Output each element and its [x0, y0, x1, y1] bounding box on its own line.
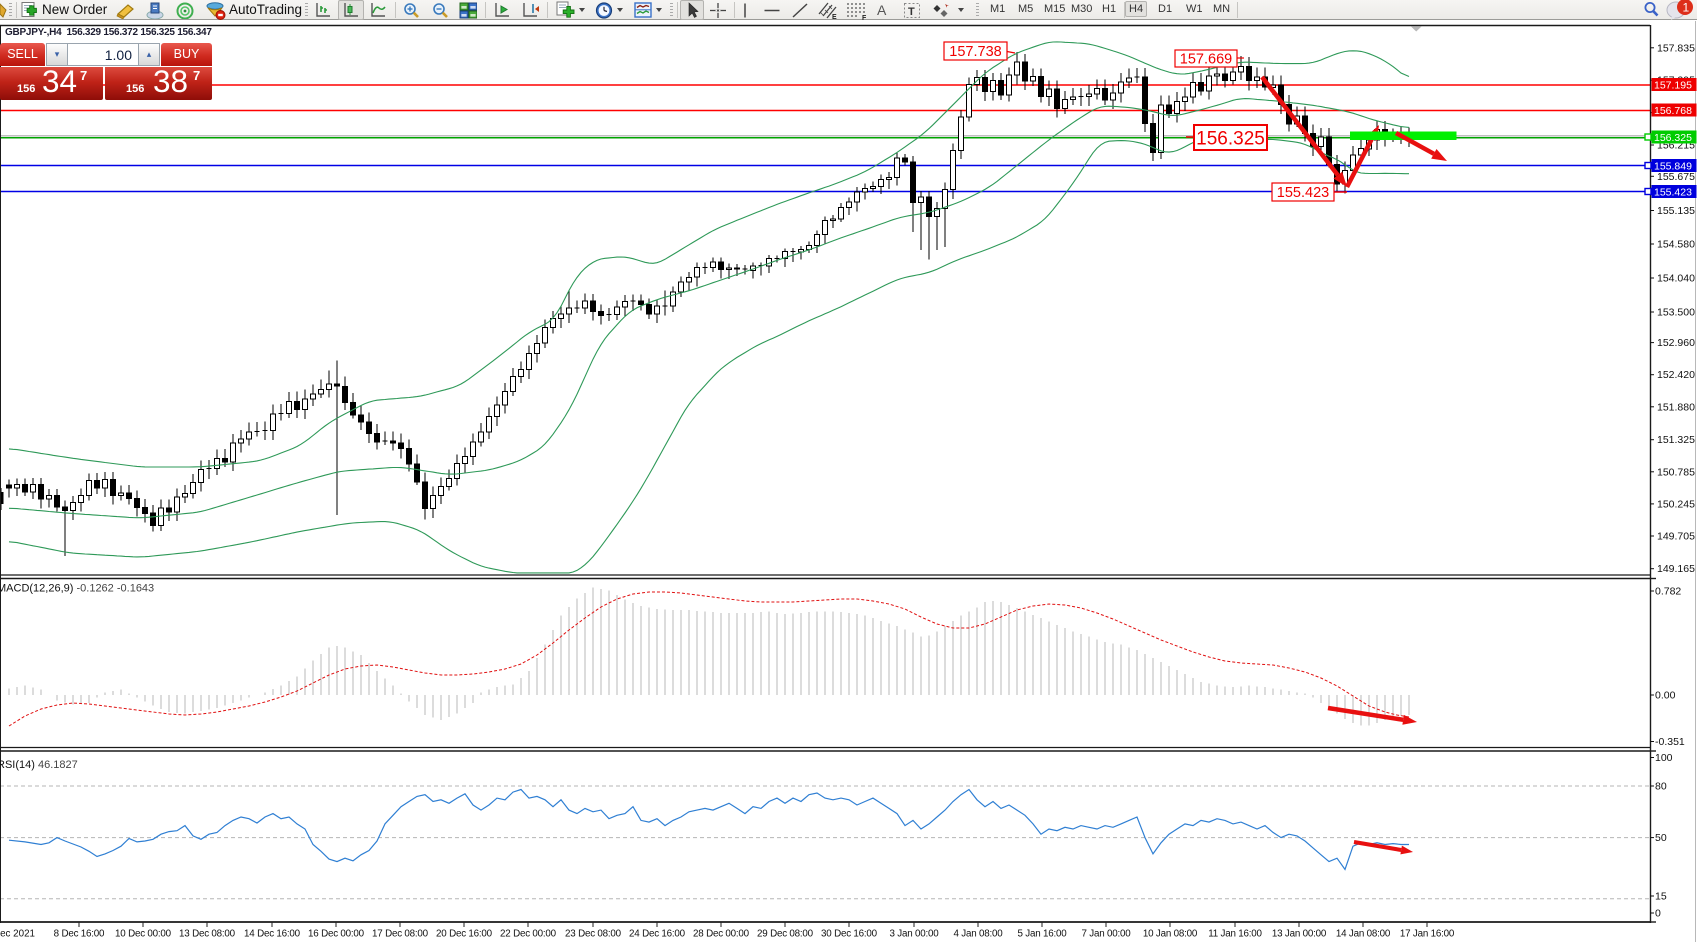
svg-text:20 Dec 16:00: 20 Dec 16:00 — [436, 929, 493, 940]
svg-text:152.960: 152.960 — [1657, 337, 1695, 349]
svg-text:157.738: 157.738 — [949, 44, 1001, 60]
svg-text:155.135: 155.135 — [1657, 205, 1695, 217]
svg-text:154.580: 154.580 — [1657, 239, 1695, 251]
svg-text:T: T — [908, 6, 915, 18]
svg-text:15: 15 — [1655, 891, 1667, 903]
svg-text:0.782: 0.782 — [1655, 586, 1681, 598]
svg-text:10 Jan 08:00: 10 Jan 08:00 — [1143, 929, 1198, 940]
svg-text:151.325: 151.325 — [1657, 434, 1695, 446]
svg-text:MACD(12,26,9) -0.1262 -0.1643: MACD(12,26,9) -0.1262 -0.1643 — [0, 583, 154, 595]
svg-text:E: E — [832, 14, 837, 20]
svg-text:154.040: 154.040 — [1657, 273, 1695, 285]
svg-text:155.675: 155.675 — [1657, 171, 1695, 183]
svg-text:100: 100 — [1655, 752, 1673, 764]
svg-text:RSI(14) 46.1827: RSI(14) 46.1827 — [0, 759, 78, 771]
svg-text:24 Dec 16:00: 24 Dec 16:00 — [629, 929, 686, 940]
svg-text:50: 50 — [1655, 832, 1667, 844]
svg-text:156.325: 156.325 — [1654, 132, 1692, 144]
svg-text:22 Dec 00:00: 22 Dec 00:00 — [500, 929, 557, 940]
svg-text:155.423: 155.423 — [1277, 185, 1329, 201]
svg-text:30 Dec 16:00: 30 Dec 16:00 — [821, 929, 878, 940]
svg-text:149.165: 149.165 — [1657, 563, 1695, 575]
svg-text:157.835: 157.835 — [1657, 42, 1695, 54]
svg-text:155.423: 155.423 — [1654, 186, 1692, 198]
svg-text:152.420: 152.420 — [1657, 369, 1695, 381]
svg-text:29 Dec 08:00: 29 Dec 08:00 — [757, 929, 814, 940]
svg-text:1: 1 — [1683, 1, 1690, 15]
svg-text:10 Dec 00:00: 10 Dec 00:00 — [115, 929, 172, 940]
svg-text:149.705: 149.705 — [1657, 531, 1695, 543]
svg-text:8 Dec 16:00: 8 Dec 16:00 — [54, 929, 105, 940]
svg-text:153.500: 153.500 — [1657, 307, 1695, 319]
svg-text:13 Dec 08:00: 13 Dec 08:00 — [179, 929, 236, 940]
svg-text:-0.351: -0.351 — [1655, 736, 1685, 748]
svg-text:F: F — [862, 15, 867, 20]
svg-text:5 Jan 16:00: 5 Jan 16:00 — [1017, 929, 1067, 940]
svg-text:157.669: 157.669 — [1180, 52, 1232, 68]
svg-text:16 Dec 00:00: 16 Dec 00:00 — [308, 929, 365, 940]
svg-text:4 Jan 08:00: 4 Jan 08:00 — [953, 929, 1003, 940]
svg-text:151.880: 151.880 — [1657, 401, 1695, 413]
svg-text:28 Dec 00:00: 28 Dec 00:00 — [693, 929, 750, 940]
svg-text:156.325: 156.325 — [1196, 128, 1265, 149]
svg-text:156.768: 156.768 — [1654, 105, 1692, 117]
svg-text:17 Jan 16:00: 17 Jan 16:00 — [1400, 929, 1455, 940]
svg-text:150.245: 150.245 — [1657, 498, 1695, 510]
svg-text:7 Jan 00:00: 7 Jan 00:00 — [1081, 929, 1131, 940]
svg-text:80: 80 — [1655, 781, 1667, 793]
svg-text:23 Dec 08:00: 23 Dec 08:00 — [565, 929, 622, 940]
svg-text:3 Jan 00:00: 3 Jan 00:00 — [889, 929, 939, 940]
svg-text:0: 0 — [1655, 908, 1661, 920]
svg-text:Dec 2021: Dec 2021 — [0, 929, 35, 940]
svg-text:14 Dec 16:00: 14 Dec 16:00 — [244, 929, 301, 940]
svg-text:13 Jan 00:00: 13 Jan 00:00 — [1272, 929, 1327, 940]
svg-text:157.195: 157.195 — [1654, 79, 1692, 91]
svg-text:17 Dec 08:00: 17 Dec 08:00 — [372, 929, 429, 940]
svg-text:155.849: 155.849 — [1654, 160, 1692, 172]
svg-text:11 Jan 16:00: 11 Jan 16:00 — [1208, 929, 1262, 940]
svg-text:150.785: 150.785 — [1657, 466, 1695, 478]
svg-text:0.00: 0.00 — [1655, 690, 1676, 702]
svg-text:14 Jan 08:00: 14 Jan 08:00 — [1336, 929, 1391, 940]
